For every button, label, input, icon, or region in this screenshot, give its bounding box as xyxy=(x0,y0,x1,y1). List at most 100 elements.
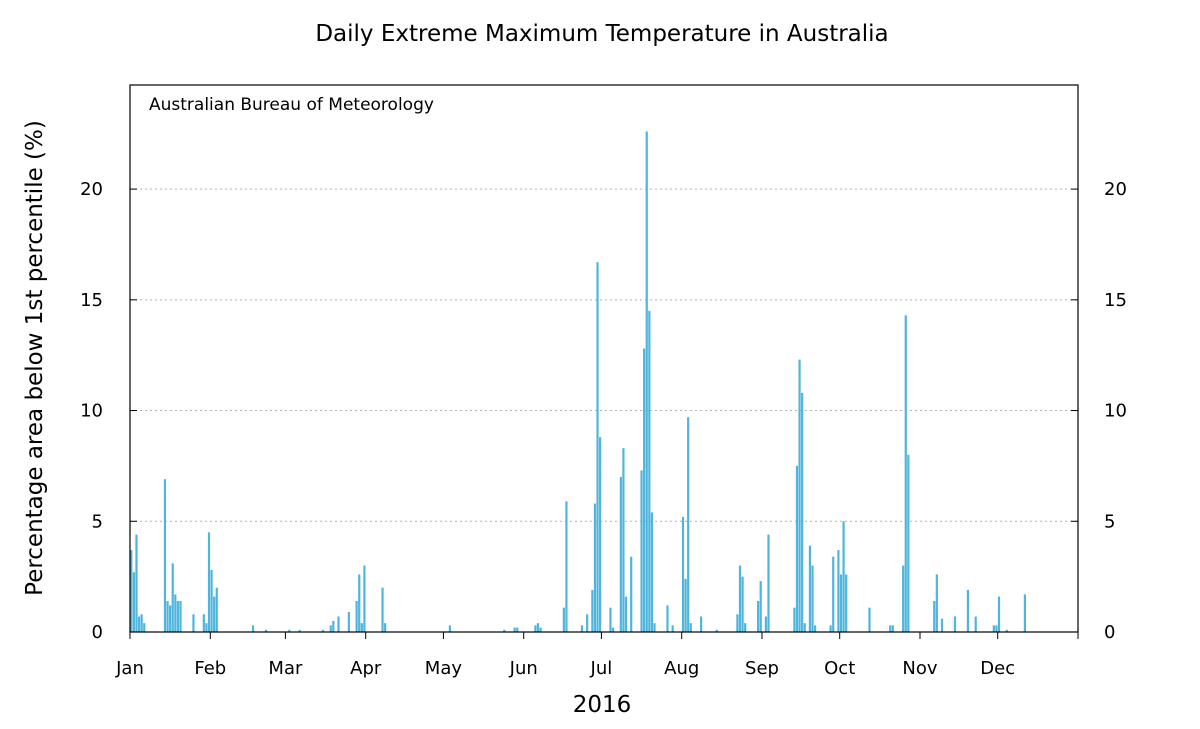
bar xyxy=(832,556,835,632)
bar xyxy=(611,627,615,632)
bar xyxy=(798,359,801,632)
y-tick-label-right: 5 xyxy=(1104,511,1115,532)
bar xyxy=(298,629,301,632)
bar xyxy=(829,625,832,632)
bar xyxy=(935,574,938,632)
bar xyxy=(801,392,804,632)
bar xyxy=(700,616,703,632)
bar xyxy=(171,563,174,632)
bar xyxy=(205,623,208,632)
bar xyxy=(163,479,167,632)
bar xyxy=(599,437,602,632)
bar xyxy=(562,607,565,632)
axis-ticks: 0 0 5 5 10 10 15 15 20 20 Jan Feb Mar Apr May Jun Jul Aug… xyxy=(80,179,1127,679)
bar xyxy=(966,589,970,632)
bar xyxy=(795,465,799,632)
bar xyxy=(384,623,387,632)
y-tick-label-left: 5 xyxy=(92,511,103,532)
bar xyxy=(744,623,747,632)
x-tick-label: Nov xyxy=(902,658,937,679)
bar xyxy=(630,556,633,632)
bar xyxy=(580,625,584,632)
x-tick-label: Apr xyxy=(350,658,382,679)
bar xyxy=(868,607,871,632)
bar xyxy=(736,614,739,632)
bar xyxy=(808,545,812,632)
bar xyxy=(940,618,944,632)
bar xyxy=(321,629,325,632)
bar xyxy=(1023,594,1027,632)
bar xyxy=(643,348,646,632)
bar xyxy=(264,629,268,632)
chart-credit: Australian Bureau of Meteorology xyxy=(149,95,434,115)
bar xyxy=(889,625,892,632)
bar xyxy=(586,614,589,632)
bar xyxy=(176,600,180,632)
bar xyxy=(757,600,760,632)
bar xyxy=(288,629,291,632)
bar xyxy=(759,581,762,632)
y-axis-label: Percentage area below 1st percentile (%) xyxy=(22,120,48,596)
bar xyxy=(536,623,540,632)
bar xyxy=(448,625,451,632)
bar xyxy=(202,614,205,632)
x-tick-label: Sep xyxy=(745,658,779,679)
bar xyxy=(596,262,599,632)
x-tick-label: Jun xyxy=(509,658,538,679)
bar xyxy=(764,616,767,632)
plot-frame xyxy=(129,84,1079,633)
bar xyxy=(974,616,977,632)
bar xyxy=(645,131,648,632)
bar xyxy=(648,310,651,632)
bar xyxy=(995,625,998,632)
y-tick-label-left: 15 xyxy=(80,290,103,311)
x-tick-label: Feb xyxy=(194,658,226,679)
bar xyxy=(907,454,910,632)
y-tick-label-right: 10 xyxy=(1104,401,1127,422)
bar xyxy=(358,574,361,632)
bar xyxy=(904,315,907,632)
bar xyxy=(671,625,674,632)
bar xyxy=(565,501,568,632)
bar xyxy=(179,600,182,632)
bar xyxy=(738,565,742,632)
bar xyxy=(715,629,718,632)
bar xyxy=(591,589,594,632)
bar xyxy=(174,594,177,632)
bar xyxy=(681,516,685,632)
bar xyxy=(609,607,612,632)
bar xyxy=(619,476,622,632)
bar xyxy=(689,623,692,632)
bar xyxy=(337,616,340,632)
bar xyxy=(251,625,255,632)
bar xyxy=(213,596,216,632)
bar xyxy=(332,620,335,632)
bar xyxy=(192,614,195,632)
bar xyxy=(137,616,141,632)
bar xyxy=(503,629,506,632)
y-tick-label-left: 0 xyxy=(92,622,103,643)
bar xyxy=(933,600,936,632)
bar xyxy=(837,550,840,632)
x-tick-label: Aug xyxy=(664,658,699,679)
bar xyxy=(215,587,218,632)
bar xyxy=(653,623,656,632)
bar xyxy=(130,550,133,632)
bar xyxy=(207,532,211,632)
bar xyxy=(953,616,957,632)
bar xyxy=(813,625,817,632)
bar xyxy=(997,596,1001,632)
bar xyxy=(135,534,138,632)
bar xyxy=(534,625,537,632)
bar xyxy=(355,600,358,632)
gridlines xyxy=(130,188,1078,522)
x-axis-label: 2016 xyxy=(573,692,632,718)
bar xyxy=(516,627,519,632)
x-tick-label: Oct xyxy=(824,658,855,679)
x-tick-label: Jul xyxy=(590,658,613,679)
bar xyxy=(741,576,744,632)
bar xyxy=(842,521,845,632)
bar xyxy=(622,448,625,632)
x-tick-label: May xyxy=(425,658,463,679)
